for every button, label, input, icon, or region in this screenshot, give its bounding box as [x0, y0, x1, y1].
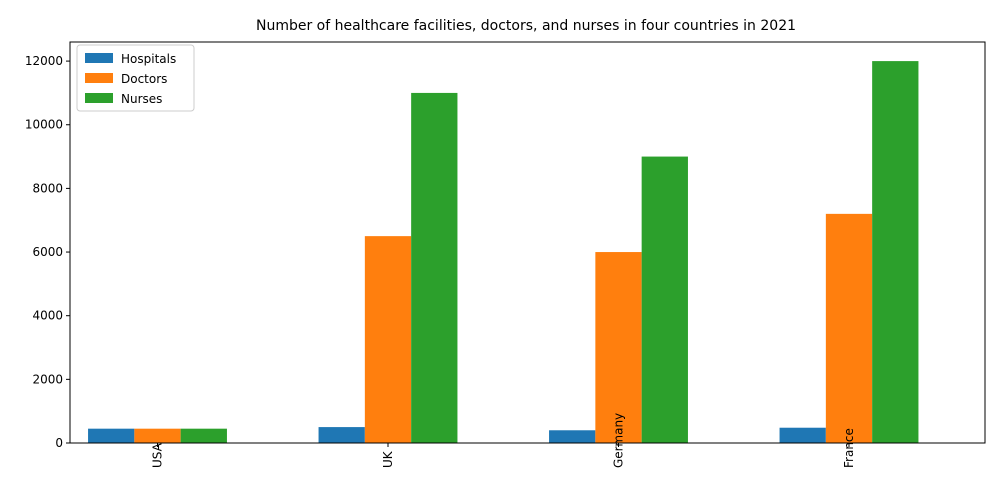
bar-nurses-germany — [641, 156, 688, 443]
bar-hospitals-germany — [549, 430, 596, 443]
bar-nurses-usa — [180, 428, 227, 443]
y-tick-label: 0 — [55, 436, 63, 450]
y-tick-label: 4000 — [32, 309, 63, 323]
x-tick-label-germany: Germany — [612, 413, 626, 468]
legend: Hospitals Doctors Nurses — [76, 44, 195, 112]
bars-group — [88, 61, 919, 444]
x-tick-label-france: France — [842, 428, 856, 468]
bar-hospitals-france — [779, 427, 826, 443]
legend-swatch-hospitals — [85, 53, 113, 63]
bar-hospitals-usa — [88, 428, 135, 443]
bar-nurses-uk — [411, 92, 458, 444]
y-tick-label: 10000 — [25, 118, 63, 132]
legend-label-hospitals: Hospitals — [121, 52, 176, 66]
bar-nurses-france — [872, 61, 919, 443]
bar-doctors-uk — [364, 236, 412, 443]
bar-doctors-usa — [134, 428, 181, 443]
legend-swatch-nurses — [85, 93, 113, 103]
bar-hospitals-uk — [318, 427, 365, 443]
legend-label-nurses: Nurses — [121, 92, 162, 106]
y-tick-label: 8000 — [32, 181, 63, 195]
plot-frame — [69, 41, 986, 444]
bar-doctors-germany — [595, 252, 642, 443]
x-tick-label-uk: UK — [381, 450, 395, 468]
legend-label-doctors: Doctors — [121, 72, 167, 86]
legend-swatch-doctors — [85, 73, 113, 83]
y-tick-label: 2000 — [32, 372, 63, 386]
y-axis: 0 2000 4000 6000 8000 10000 12000 — [25, 54, 70, 450]
chart-title: Number of healthcare facilities, doctors… — [256, 18, 796, 34]
y-tick-label: 6000 — [32, 245, 63, 259]
x-axis: USA UK Germany France — [151, 413, 857, 468]
y-tick-label: 12000 — [25, 54, 63, 68]
x-tick-label-usa: USA — [151, 442, 165, 468]
bar-doctors-france — [825, 213, 873, 443]
